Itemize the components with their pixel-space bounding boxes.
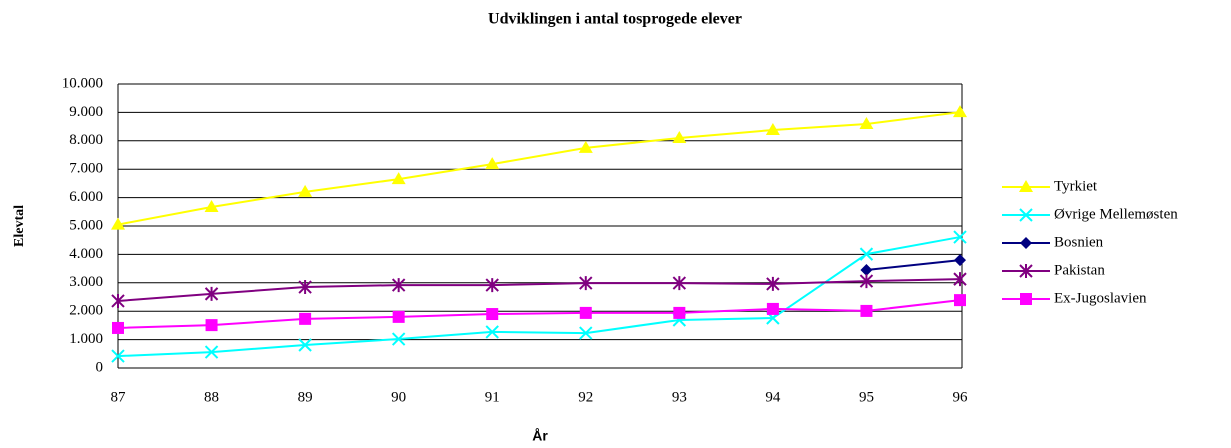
data-point	[765, 123, 780, 136]
chart-title: Udviklingen i antal tosprogede elever	[488, 11, 742, 28]
data-point	[953, 230, 967, 244]
data-point	[298, 280, 312, 295]
x-tick-label: 93	[672, 389, 687, 405]
y-tick-label: 5.000	[69, 217, 103, 233]
y-tick-label: 9.000	[69, 104, 103, 120]
y-tick-label: 0	[96, 359, 104, 375]
series-line	[117, 236, 961, 358]
x-tick-label: 94	[765, 389, 781, 405]
legend-marker	[1020, 237, 1032, 249]
x-tick-label: 88	[204, 389, 219, 405]
legend-label: Ex-Jugoslavien	[1054, 290, 1147, 306]
y-tick-label: 8.000	[69, 132, 103, 148]
legend-marker	[1019, 208, 1033, 222]
data-point	[766, 276, 780, 291]
data-point	[766, 302, 779, 315]
data-point	[579, 326, 593, 340]
series-line	[117, 299, 961, 329]
x-tick-label: 90	[391, 389, 406, 405]
y-tick-label: 10.000	[62, 75, 103, 91]
data-point	[392, 310, 405, 323]
data-point	[111, 349, 125, 363]
data-point	[485, 157, 500, 170]
data-point	[859, 247, 874, 261]
data-point	[953, 272, 967, 287]
x-axis-label: År	[532, 428, 548, 444]
y-tick-label: 4.000	[69, 246, 103, 262]
legend-label: Pakistan	[1054, 262, 1105, 278]
data-point	[485, 278, 499, 293]
data-point	[204, 286, 219, 301]
x-tick-label: 89	[298, 389, 313, 405]
data-point	[112, 321, 124, 334]
data-point	[485, 325, 499, 339]
data-point	[579, 276, 593, 291]
data-point	[954, 294, 966, 307]
data-point	[672, 130, 687, 143]
series-line	[117, 278, 961, 302]
legend-label: Bosnien	[1054, 234, 1104, 250]
series-line	[117, 111, 961, 226]
data-point	[204, 199, 219, 212]
y-tick-label: 7.000	[69, 161, 103, 177]
data-point	[205, 319, 218, 332]
data-point	[204, 345, 219, 359]
data-point	[486, 308, 499, 321]
data-point	[859, 274, 874, 289]
x-tick-label: 95	[859, 389, 874, 405]
data-point	[860, 304, 873, 317]
data-point	[391, 278, 406, 293]
data-point	[298, 184, 313, 197]
x-tick-label: 91	[485, 389, 500, 405]
data-point	[860, 264, 873, 277]
y-tick-label: 2.000	[69, 303, 103, 319]
data-point	[859, 117, 874, 130]
data-point	[672, 276, 687, 291]
data-point	[299, 312, 312, 325]
legend-marker	[1020, 293, 1032, 305]
data-point	[391, 332, 406, 346]
legend-label: Øvrige Mellemøsten	[1054, 206, 1178, 222]
data-point	[298, 338, 312, 352]
data-point	[578, 140, 593, 153]
data-point	[391, 172, 406, 185]
series-line	[866, 259, 961, 272]
y-axis-label: Elevtal	[12, 205, 27, 247]
data-point	[111, 217, 125, 230]
x-tick-label: 87	[111, 389, 127, 405]
legend-marker	[1019, 264, 1033, 278]
data-point	[954, 254, 966, 267]
x-tick-label: 96	[953, 389, 969, 405]
legend-label: Tyrkiet	[1054, 178, 1098, 194]
data-point	[673, 306, 686, 319]
data-point	[953, 105, 967, 118]
data-point	[579, 306, 592, 319]
y-tick-label: 6.000	[69, 189, 103, 205]
y-tick-label: 3.000	[69, 274, 103, 290]
legend-marker	[1019, 180, 1033, 192]
x-tick-label: 92	[578, 389, 593, 405]
data-point	[111, 293, 125, 308]
y-tick-label: 1.000	[69, 331, 103, 347]
